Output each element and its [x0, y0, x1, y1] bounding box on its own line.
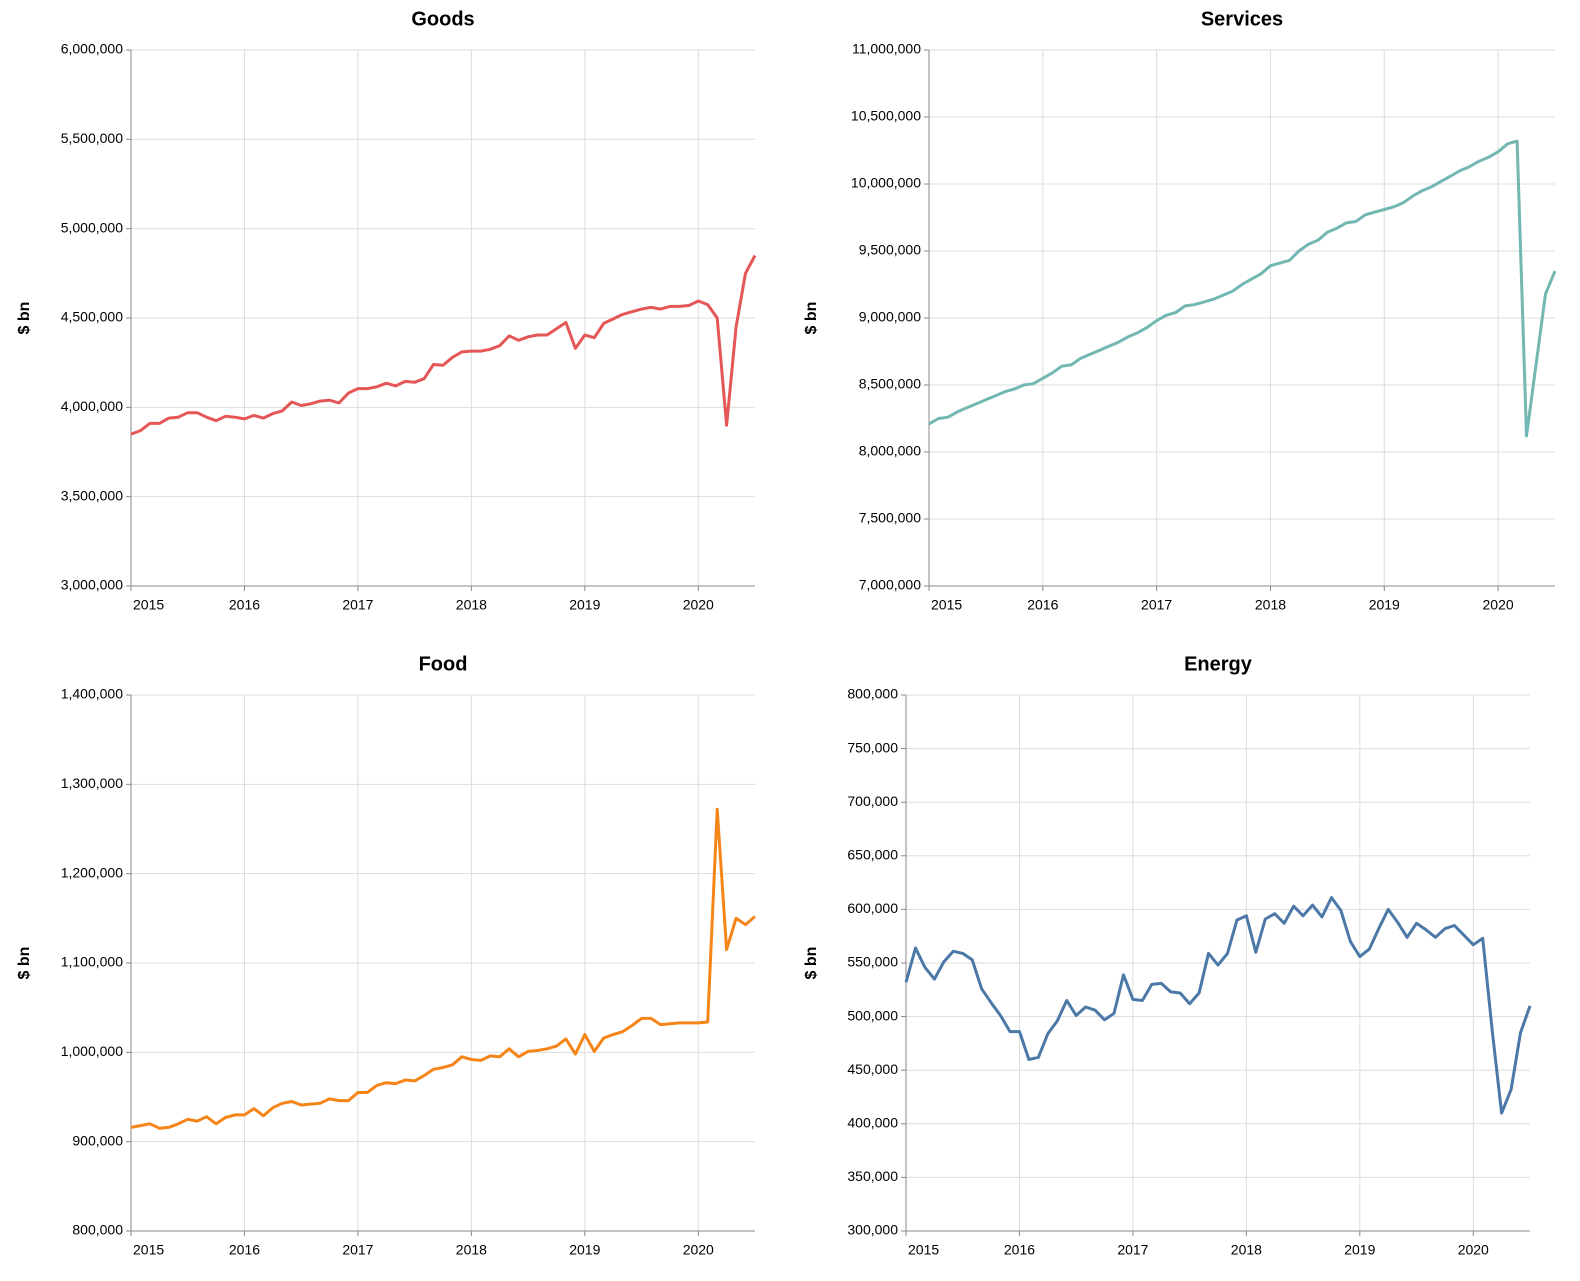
chart-panel: Goods $ bn 3,000,000 3,500,000 4,000,000 4,50… — [16, 8, 757, 613]
y-tick-label: 900,000 — [72, 1132, 123, 1148]
y-tick-label: 300,000 — [847, 1222, 898, 1238]
y-tick-label: 5,000,000 — [61, 219, 123, 235]
y-tick-label: 800,000 — [72, 1222, 123, 1238]
x-tick-label: 2016 — [1027, 597, 1058, 613]
x-tick-label: 2017 — [1141, 597, 1172, 613]
x-tick-label: 2017 — [1117, 1242, 1148, 1258]
y-tick-label: 8,000,000 — [859, 443, 921, 459]
data-line — [130, 254, 757, 436]
y-tick-label: 3,000,000 — [61, 577, 123, 593]
x-tick-label: 2016 — [229, 597, 260, 613]
x-tick-label: 2018 — [456, 597, 487, 613]
y-tick-label: 11,000,000 — [852, 41, 921, 57]
x-tick-label: 2015 — [133, 1242, 164, 1258]
data-line — [130, 807, 756, 1130]
x-tick-label: 2017 — [342, 1242, 373, 1258]
x-tick-label: 2018 — [456, 1242, 487, 1258]
y-tick-label: 1,200,000 — [61, 864, 123, 880]
x-tick-label: 2016 — [1004, 1242, 1035, 1258]
data-line — [904, 896, 1532, 1115]
x-tick-label: 2020 — [683, 597, 714, 613]
x-tick-label: 2015 — [133, 597, 164, 613]
y-tick-label: 3,500,000 — [61, 487, 123, 503]
x-tick-label: 2017 — [342, 597, 373, 613]
x-tick-label: 2020 — [683, 1242, 714, 1258]
x-tick-label: 2020 — [1458, 1242, 1489, 1258]
y-tick-label: 7,000,000 — [859, 577, 921, 593]
chart-panel: Energy $ bn 300,000 350,000 400,000 450,000 50… — [803, 653, 1532, 1258]
y-tick-label: 750,000 — [847, 739, 898, 755]
x-tick-label: 2016 — [229, 1242, 260, 1258]
y-tick-label: 550,000 — [847, 954, 898, 970]
x-tick-label: 2019 — [1344, 1242, 1375, 1258]
y-tick-label: 1,400,000 — [61, 686, 123, 702]
y-tick-label: 800,000 — [847, 686, 898, 702]
x-tick-label: 2019 — [569, 597, 600, 613]
x-tick-label: 2019 — [569, 1242, 600, 1258]
y-tick-label: 450,000 — [847, 1061, 898, 1077]
y-tick-label: 5,500,000 — [61, 130, 123, 146]
y-tick-label: 8,500,000 — [859, 376, 921, 392]
y-tick-label: 4,500,000 — [61, 309, 123, 325]
y-axis-label: $ bn — [803, 302, 820, 335]
x-tick-label: 2018 — [1255, 597, 1286, 613]
x-tick-label: 2020 — [1483, 597, 1514, 613]
y-axis-label: $ bn — [16, 302, 33, 335]
y-tick-label: 4,000,000 — [61, 398, 123, 414]
y-tick-label: 650,000 — [847, 847, 898, 863]
data-line — [928, 139, 1557, 438]
y-tick-label: 500,000 — [847, 1007, 898, 1023]
y-tick-label: 700,000 — [847, 793, 898, 809]
chart-title: Goods — [411, 8, 474, 30]
chart-title: Services — [1201, 8, 1283, 30]
y-tick-label: 6,000,000 — [61, 41, 123, 57]
chart-title: Food — [419, 653, 468, 675]
y-tick-label: 9,500,000 — [859, 242, 921, 258]
chart-title: Energy — [1184, 653, 1253, 675]
y-axis-label: $ bn — [803, 947, 820, 980]
y-tick-label: 9,000,000 — [859, 309, 921, 325]
x-tick-label: 2015 — [908, 1242, 939, 1258]
y-tick-label: 1,300,000 — [61, 775, 123, 791]
x-tick-label: 2019 — [1369, 597, 1400, 613]
y-tick-label: 400,000 — [847, 1115, 898, 1131]
x-tick-label: 2015 — [931, 597, 962, 613]
y-axis-label: $ bn — [16, 947, 33, 980]
chart-panel: Food $ bn 800,000 900,000 1,000,000 1,100,000… — [16, 653, 756, 1258]
y-tick-label: 1,100,000 — [61, 954, 123, 970]
y-tick-label: 7,500,000 — [859, 510, 921, 526]
y-tick-label: 10,500,000 — [851, 108, 921, 124]
y-tick-label: 600,000 — [847, 900, 898, 916]
x-tick-label: 2018 — [1231, 1242, 1262, 1258]
y-tick-label: 10,000,000 — [851, 175, 921, 191]
y-tick-label: 350,000 — [847, 1168, 898, 1184]
y-tick-label: 1,000,000 — [61, 1043, 123, 1059]
chart-panel: Services $ bn 7,000,000 7,500,000 8,000,000 8… — [803, 8, 1557, 613]
